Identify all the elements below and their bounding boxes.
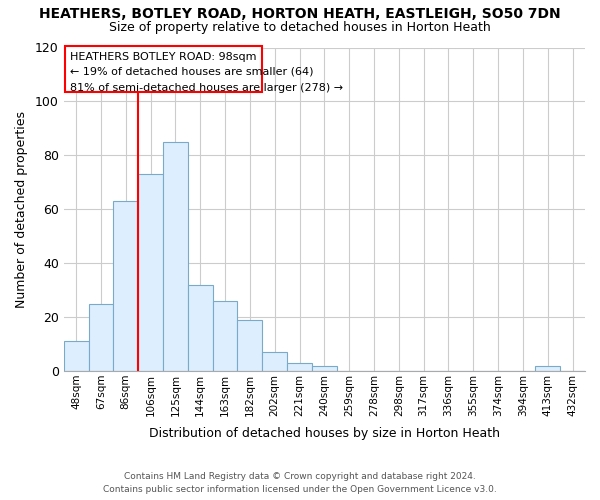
Text: 81% of semi-detached houses are larger (278) →: 81% of semi-detached houses are larger (… [70, 82, 343, 92]
Bar [113, 201, 138, 371]
Y-axis label: Number of detached properties: Number of detached properties [15, 110, 28, 308]
Bar [535, 366, 560, 371]
FancyBboxPatch shape [65, 46, 262, 92]
Bar [138, 174, 163, 371]
Bar [163, 142, 188, 371]
Text: HEATHERS BOTLEY ROAD: 98sqm: HEATHERS BOTLEY ROAD: 98sqm [70, 52, 257, 62]
X-axis label: Distribution of detached houses by size in Horton Heath: Distribution of detached houses by size … [149, 427, 500, 440]
Text: ← 19% of detached houses are smaller (64): ← 19% of detached houses are smaller (64… [70, 66, 313, 76]
Bar [238, 320, 262, 371]
Bar [188, 284, 212, 371]
Bar [89, 304, 113, 371]
Bar [212, 301, 238, 371]
Text: Contains HM Land Registry data © Crown copyright and database right 2024.
Contai: Contains HM Land Registry data © Crown c… [103, 472, 497, 494]
Bar [64, 342, 89, 371]
Text: HEATHERS, BOTLEY ROAD, HORTON HEATH, EASTLEIGH, SO50 7DN: HEATHERS, BOTLEY ROAD, HORTON HEATH, EAS… [39, 8, 561, 22]
Bar [262, 352, 287, 371]
Bar [312, 366, 337, 371]
Text: Size of property relative to detached houses in Horton Heath: Size of property relative to detached ho… [109, 22, 491, 35]
Bar [287, 363, 312, 371]
